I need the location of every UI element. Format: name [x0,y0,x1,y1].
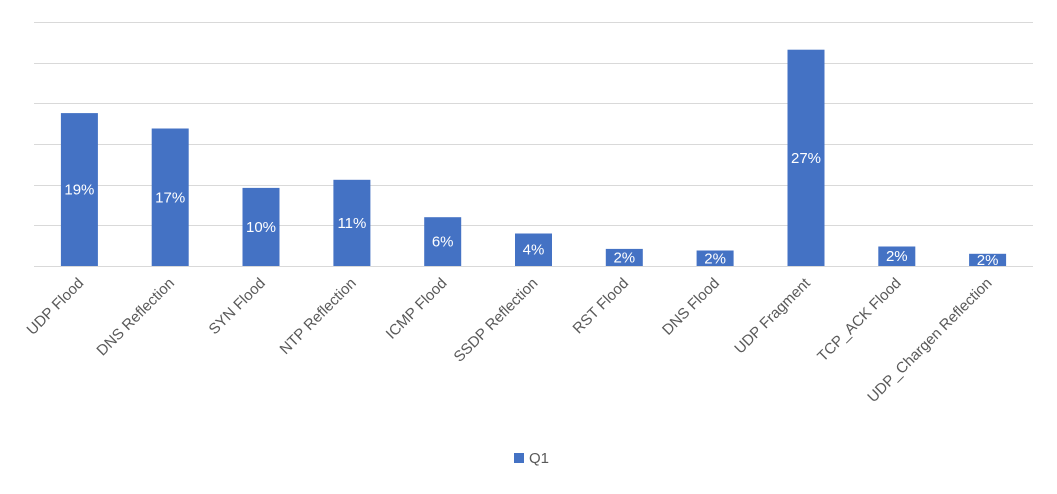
x-tick-label: DNS Flood [659,275,723,339]
x-tick-label: RST Flood [570,275,633,338]
bar [878,246,916,266]
data-label: 19% [64,182,94,199]
x-tick-label: UDP Fragment [731,274,814,357]
bar [242,187,280,266]
x-tick-label: NTP Reflection [277,275,360,358]
bar [787,49,825,267]
legend-swatch-q1 [514,453,524,463]
bar [969,253,1007,266]
x-tick-label: ICMP Flood [383,275,451,343]
data-label: 17% [155,189,185,206]
data-label: 11% [337,215,366,232]
gridlines [34,22,1033,267]
legend: Q1 [514,450,549,467]
data-label: 27% [791,150,821,167]
x-tick-label: TCP_ACK Flood [814,275,904,365]
bar [60,113,98,266]
data-label: 6% [432,234,454,251]
bar [696,250,734,266]
data-label: 2% [613,250,635,267]
data-label: 2% [977,252,999,269]
bar [151,128,189,266]
bar [333,179,371,266]
x-tick-label: UDP Flood [24,275,88,339]
bar [605,248,643,266]
data-label: 2% [704,250,726,267]
data-label: 10% [246,219,276,236]
data-labels: 19% 17% 10% 11% 6% 4% 2% 2% 27% 2% 2% [64,150,998,269]
bar [424,217,462,266]
legend-label-q1: Q1 [529,450,549,467]
data-label: 2% [886,248,908,265]
data-label: 4% [523,242,545,259]
bars [60,49,1007,267]
x-tick-label: SSDP Reflection [450,275,541,366]
x-tick-label: DNS Reflection [93,275,178,360]
x-tick-labels: UDP Flood DNS Reflection SYN Flood NTP Refl… [24,274,996,406]
x-tick-label: SYN Flood [206,275,269,338]
bar [515,233,552,266]
